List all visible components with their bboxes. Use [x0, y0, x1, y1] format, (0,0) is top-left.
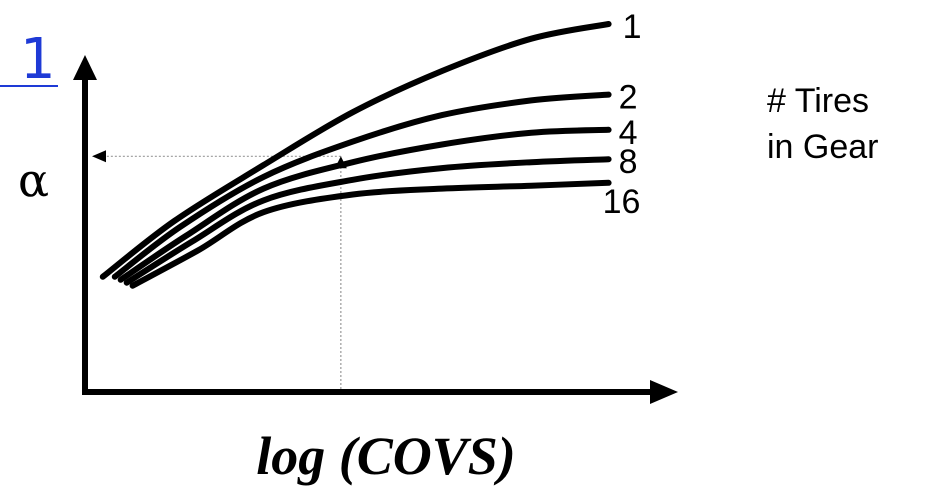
- guide-arrowhead: [92, 150, 106, 163]
- legend-title-line-2: in Gear: [767, 128, 879, 166]
- series-line-2: [111, 91, 612, 280]
- x-axis-label: log (COVS): [256, 426, 516, 486]
- y-axis-label: α: [18, 153, 49, 207]
- y-axis-arrowhead: [73, 55, 97, 80]
- series-line-4: [117, 126, 612, 283]
- legend-title-line-1: # Tires: [767, 82, 869, 120]
- x-axis-arrowhead: [650, 380, 678, 404]
- series-label-4: 4: [619, 114, 638, 152]
- series-line-16: [129, 179, 612, 289]
- series-label-8: 8: [619, 143, 638, 181]
- series-layer: [99, 21, 612, 289]
- series-label-16: 16: [603, 183, 641, 221]
- series-line-8: [123, 156, 612, 286]
- corner-number: 1: [20, 27, 56, 92]
- series-label-2: 2: [619, 79, 638, 117]
- series-label-1: 1: [623, 8, 642, 46]
- series-line-1: [99, 21, 612, 280]
